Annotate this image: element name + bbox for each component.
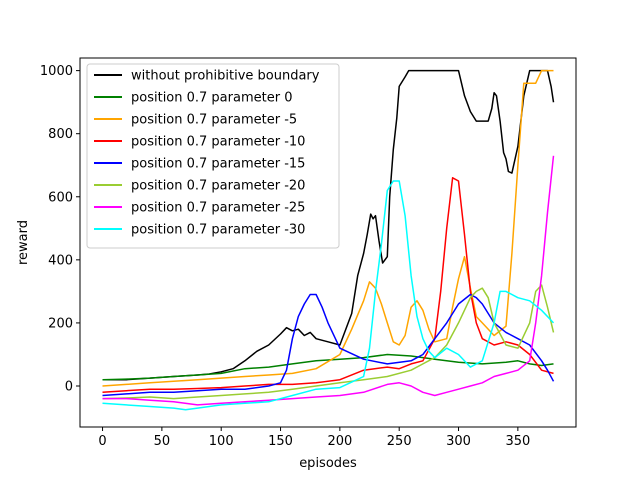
x-axis-label: episodes xyxy=(299,456,357,471)
series-line-5 xyxy=(102,284,555,400)
legend-box xyxy=(86,63,340,249)
series-line-1 xyxy=(102,353,554,381)
series-line-2 xyxy=(102,69,554,387)
x-tick-label-4: 200 xyxy=(327,434,352,449)
legend-label-0: without prohibitive boundary xyxy=(131,69,320,84)
y-tick-label-3: 600 xyxy=(48,190,73,205)
x-axis: 0 50 100 150 200 250 300 350 xyxy=(98,427,530,449)
legend-label-4: position 0.7 parameter -15 xyxy=(131,157,305,172)
series-line-4 xyxy=(102,293,555,397)
series-layer xyxy=(102,69,555,411)
y-tick-label-1: 200 xyxy=(48,316,73,331)
y-tick-label-4: 800 xyxy=(48,127,73,142)
y-tick-label-2: 400 xyxy=(48,253,73,268)
x-tick-label-2: 100 xyxy=(209,434,234,449)
x-tick-label-0: 0 xyxy=(98,434,106,449)
x-tick-label-7: 350 xyxy=(505,434,530,449)
series-line-7 xyxy=(102,180,555,411)
series-line-3 xyxy=(102,177,554,394)
x-tick-label-1: 50 xyxy=(154,434,171,449)
x-tick-label-3: 150 xyxy=(268,434,293,449)
y-tick-label-5: 1000 xyxy=(40,64,73,79)
x-tick-label-6: 300 xyxy=(446,434,471,449)
plot-frame xyxy=(79,57,577,428)
series-line-0 xyxy=(102,69,555,381)
y-axis-label: reward xyxy=(16,220,31,265)
legend-label-6: position 0.7 parameter -25 xyxy=(131,201,305,216)
legend-label-5: position 0.7 parameter -20 xyxy=(131,179,305,194)
y-axis: 0 200 400 600 800 1000 xyxy=(40,64,80,395)
series-line-6 xyxy=(102,155,555,406)
x-tick-label-5: 250 xyxy=(387,434,412,449)
legend-label-2: position 0.7 parameter -5 xyxy=(131,113,297,128)
legend-label-1: position 0.7 parameter 0 xyxy=(131,91,292,106)
y-tick-label-0: 0 xyxy=(65,380,73,395)
legend-label-3: position 0.7 parameter -10 xyxy=(131,135,305,150)
legend: without prohibitive boundary position 0.7… xyxy=(86,63,340,249)
legend-label-7: position 0.7 parameter -30 xyxy=(131,223,305,238)
